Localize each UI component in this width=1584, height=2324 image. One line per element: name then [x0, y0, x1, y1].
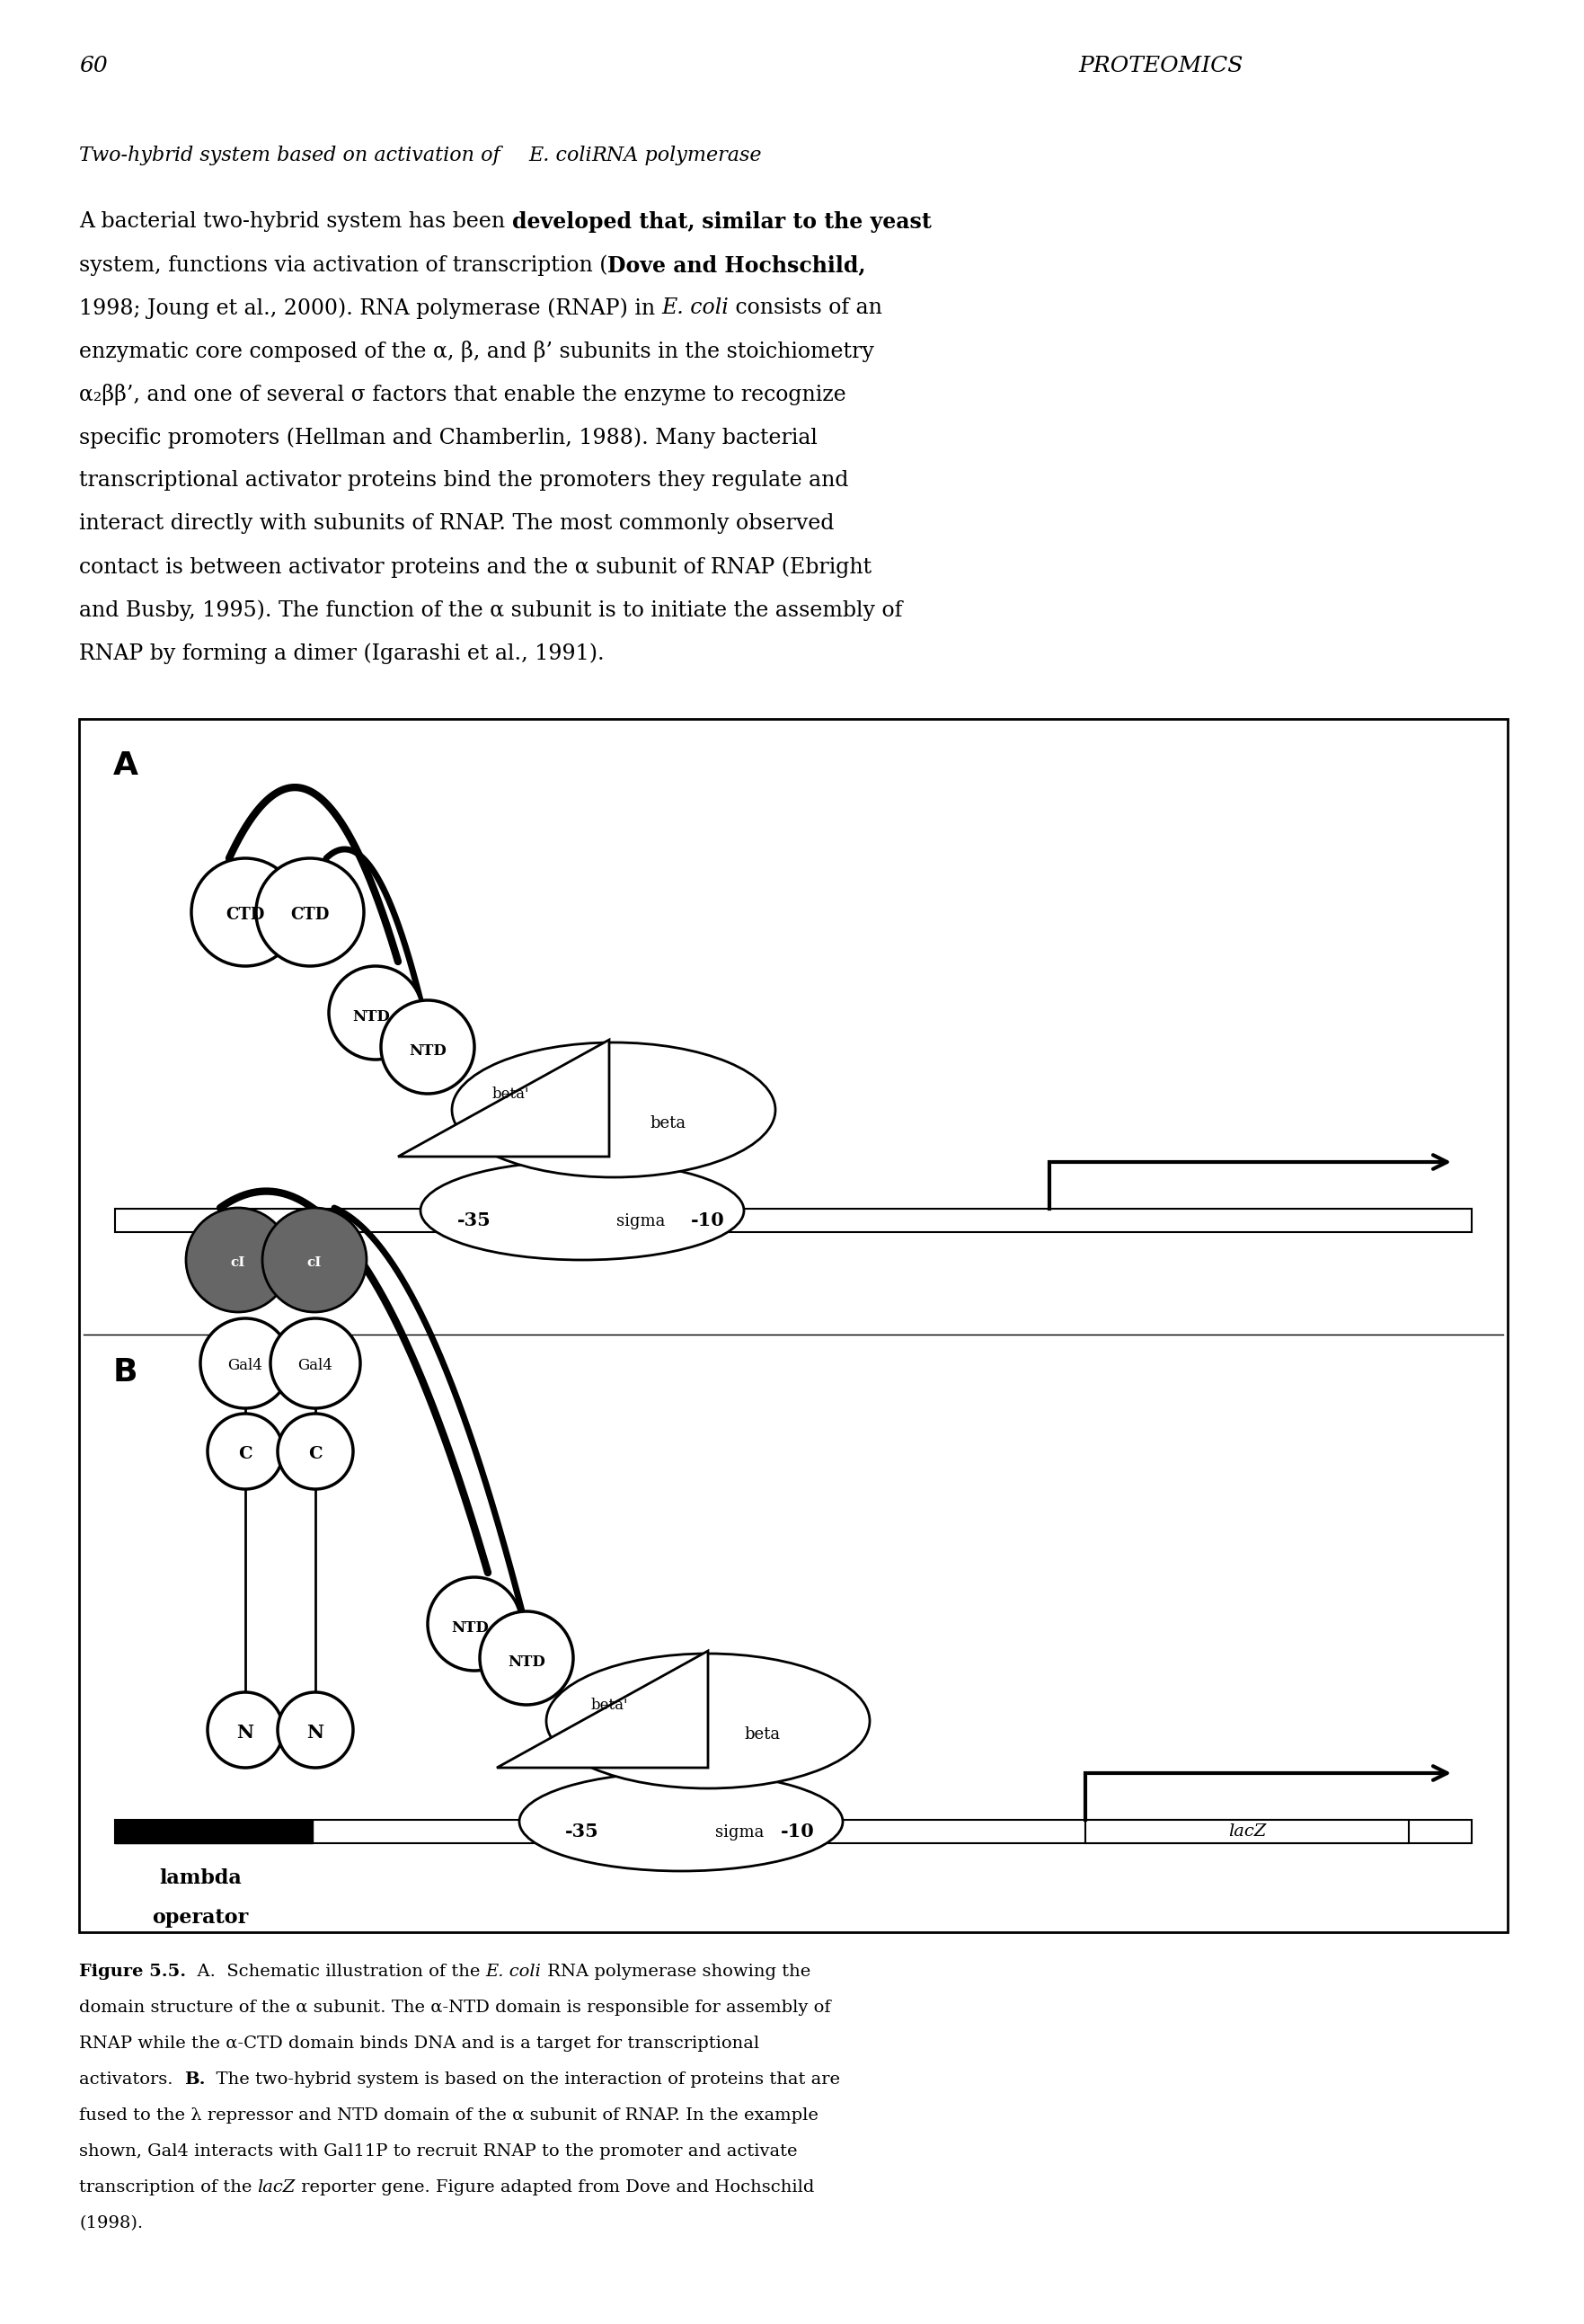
- Text: sigma: sigma: [714, 1824, 763, 1841]
- Text: -35: -35: [565, 1822, 599, 1841]
- Bar: [116, 1820, 312, 1843]
- Circle shape: [257, 858, 364, 967]
- Circle shape: [277, 1692, 353, 1769]
- Circle shape: [185, 1208, 290, 1313]
- Text: consists of an: consists of an: [729, 297, 882, 318]
- Circle shape: [263, 1208, 366, 1313]
- Text: transcriptional activator proteins bind the promoters they regulate and: transcriptional activator proteins bind …: [79, 469, 849, 490]
- Text: enzymatic core composed of the α, β, and β’ subunits in the stoichiometry: enzymatic core composed of the α, β, and…: [79, 342, 874, 363]
- Circle shape: [208, 1413, 284, 1490]
- Ellipse shape: [451, 1043, 776, 1178]
- Text: NTD: NTD: [451, 1620, 489, 1636]
- Text: RNA polymerase: RNA polymerase: [591, 146, 762, 165]
- Text: transcription of the: transcription of the: [79, 2180, 258, 2196]
- Text: NTD: NTD: [409, 1043, 447, 1057]
- Bar: [79, 718, 1508, 1931]
- Circle shape: [200, 1318, 290, 1408]
- Text: activators.: activators.: [79, 2071, 184, 2087]
- Text: cI: cI: [231, 1257, 246, 1269]
- Circle shape: [480, 1611, 573, 1706]
- Text: A: A: [112, 751, 138, 781]
- Text: (1998).: (1998).: [79, 2215, 143, 2231]
- Text: specific promoters (Hellman and Chamberlin, 1988). Many bacterial: specific promoters (Hellman and Chamberl…: [79, 428, 817, 449]
- Text: beta: beta: [744, 1727, 779, 1743]
- Text: B: B: [112, 1357, 138, 1387]
- Circle shape: [271, 1318, 360, 1408]
- Text: B.: B.: [184, 2071, 206, 2087]
- Text: Figure 5.5.: Figure 5.5.: [79, 1964, 185, 1980]
- Circle shape: [380, 999, 474, 1095]
- Text: operator: operator: [152, 1908, 249, 1927]
- Ellipse shape: [420, 1162, 744, 1260]
- Ellipse shape: [546, 1655, 870, 1789]
- Text: E. coli: E. coli: [529, 146, 592, 165]
- Bar: [116, 1820, 1472, 1843]
- Polygon shape: [497, 1650, 708, 1769]
- Circle shape: [277, 1413, 353, 1490]
- Text: NTD: NTD: [352, 1009, 390, 1025]
- Text: interact directly with subunits of RNAP. The most commonly observed: interact directly with subunits of RNAP.…: [79, 514, 835, 535]
- Text: N: N: [307, 1724, 325, 1741]
- Text: fused to the λ repressor and NTD domain of the α subunit of RNAP. In the example: fused to the λ repressor and NTD domain …: [79, 2108, 819, 2124]
- Text: 60: 60: [79, 56, 108, 77]
- Text: lacZ: lacZ: [258, 2180, 296, 2196]
- Circle shape: [428, 1578, 521, 1671]
- Circle shape: [192, 858, 299, 967]
- Text: system, functions via activation of transcription (: system, functions via activation of tran…: [79, 253, 608, 277]
- Text: Dove and Hochschild,: Dove and Hochschild,: [608, 253, 866, 277]
- Text: domain structure of the α subunit. The α-NTD domain is responsible for assembly : domain structure of the α subunit. The α…: [79, 1999, 830, 2015]
- Text: lacZ: lacZ: [1228, 1824, 1266, 1841]
- Text: α₂ββ’, and one of several σ factors that enable the enzyme to recognize: α₂ββ’, and one of several σ factors that…: [79, 383, 846, 404]
- Text: shown, Gal4 interacts with Gal11P to recruit RNAP to the promoter and activate: shown, Gal4 interacts with Gal11P to rec…: [79, 2143, 797, 2159]
- Text: beta': beta': [491, 1085, 529, 1102]
- Text: -10: -10: [781, 1822, 814, 1841]
- Text: C: C: [309, 1446, 323, 1462]
- Text: A.  Schematic illustration of the: A. Schematic illustration of the: [185, 1964, 486, 1980]
- Text: 1998; Joung et al., 2000). RNA polymerase (RNAP) in: 1998; Joung et al., 2000). RNA polymeras…: [79, 297, 662, 318]
- Circle shape: [329, 967, 423, 1060]
- Text: N: N: [236, 1724, 253, 1741]
- Text: RNAP while the α-CTD domain binds DNA and is a target for transcriptional: RNAP while the α-CTD domain binds DNA an…: [79, 2036, 759, 2052]
- Text: C: C: [238, 1446, 252, 1462]
- Text: lambda: lambda: [158, 1868, 242, 1887]
- Circle shape: [208, 1692, 284, 1769]
- Text: sigma: sigma: [616, 1213, 665, 1229]
- Text: similar to the yeast: similar to the yeast: [695, 211, 931, 232]
- Text: developed that,: developed that,: [512, 211, 695, 232]
- Text: -35: -35: [458, 1211, 491, 1229]
- Polygon shape: [398, 1039, 610, 1157]
- Text: NTD: NTD: [508, 1655, 545, 1669]
- Text: Gal4: Gal4: [228, 1357, 263, 1373]
- Bar: [116, 1208, 1472, 1232]
- Text: RNAP by forming a dimer (Igarashi et al., 1991).: RNAP by forming a dimer (Igarashi et al.…: [79, 641, 605, 665]
- Text: RNA polymerase showing the: RNA polymerase showing the: [542, 1964, 811, 1980]
- Text: Gal4: Gal4: [298, 1357, 333, 1373]
- Text: Two-hybrid system based on activation of: Two-hybrid system based on activation of: [79, 146, 501, 165]
- Text: PROTEOMICS: PROTEOMICS: [1079, 56, 1243, 77]
- Text: E. coli: E. coli: [486, 1964, 542, 1980]
- Text: reporter gene. Figure adapted from Dove and Hochschild: reporter gene. Figure adapted from Dove …: [296, 2180, 814, 2196]
- Text: -10: -10: [691, 1211, 725, 1229]
- Bar: [1085, 1820, 1408, 1843]
- Text: The two-hybrid system is based on the interaction of proteins that are: The two-hybrid system is based on the in…: [206, 2071, 841, 2087]
- Text: CTD: CTD: [227, 906, 265, 923]
- Text: and Busby, 1995). The function of the α subunit is to initiate the assembly of: and Busby, 1995). The function of the α …: [79, 600, 903, 621]
- Text: contact is between activator proteins and the α subunit of RNAP (Ebright: contact is between activator proteins an…: [79, 555, 871, 576]
- Text: cI: cI: [307, 1257, 322, 1269]
- Text: beta: beta: [649, 1116, 686, 1132]
- Text: beta': beta': [591, 1697, 627, 1713]
- Text: CTD: CTD: [290, 906, 329, 923]
- Ellipse shape: [520, 1773, 843, 1871]
- Text: E. coli: E. coli: [662, 297, 729, 318]
- Text: A bacterial two-hybrid system has been: A bacterial two-hybrid system has been: [79, 211, 512, 232]
